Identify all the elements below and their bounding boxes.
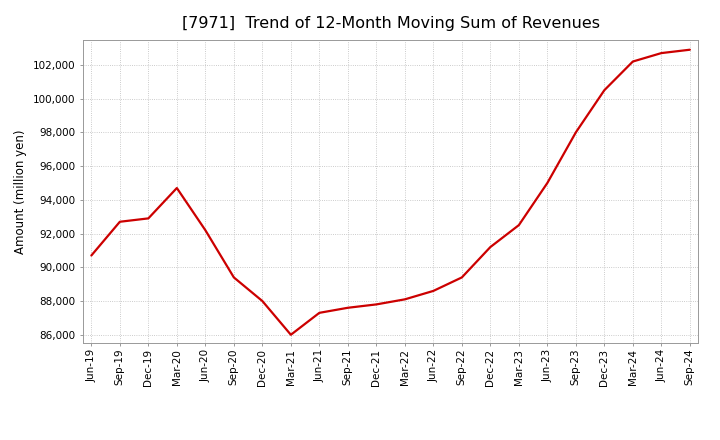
Y-axis label: Amount (million yen): Amount (million yen) (14, 129, 27, 253)
Title: [7971]  Trend of 12-Month Moving Sum of Revenues: [7971] Trend of 12-Month Moving Sum of R… (181, 16, 600, 32)
